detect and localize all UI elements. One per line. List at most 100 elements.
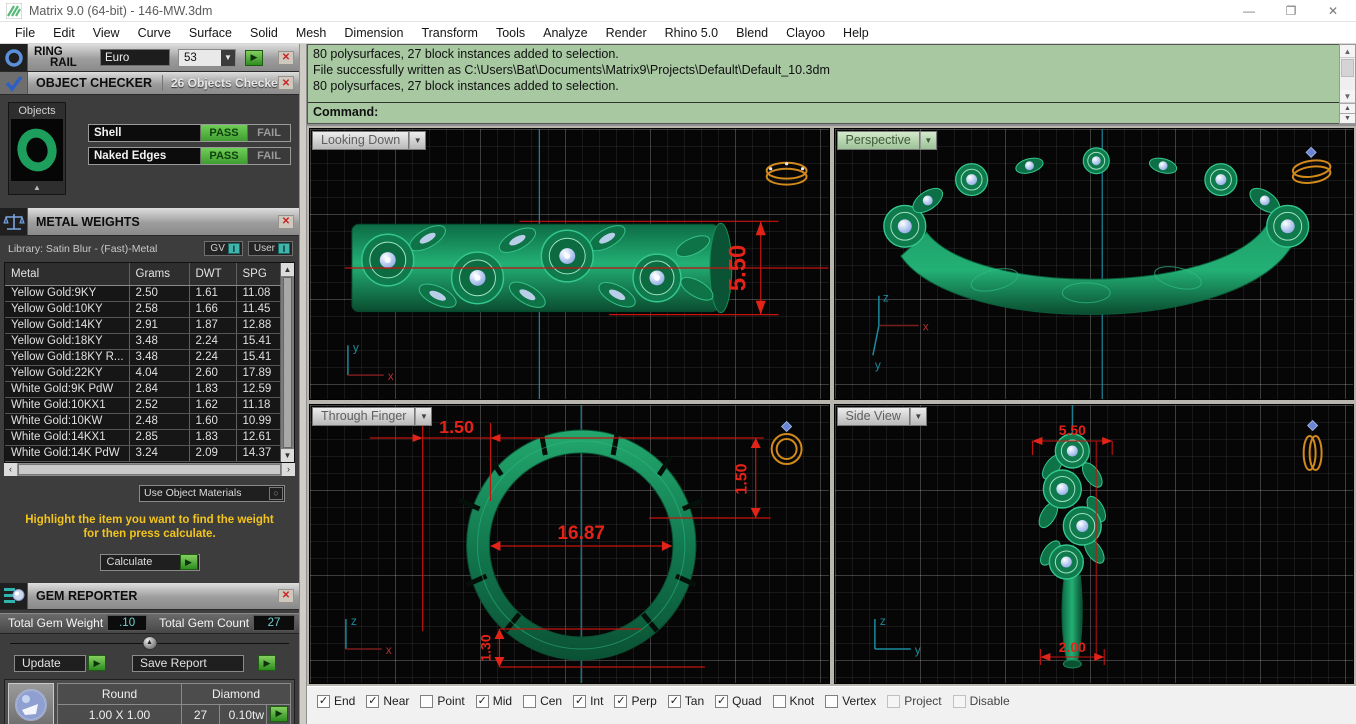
viewport-looking-down[interactable]: 5.50 y x Looking Down <box>309 128 830 400</box>
total-gem-count-value[interactable]: 27 <box>253 615 295 631</box>
ring-rail-close-icon[interactable]: ✕ <box>278 50 294 65</box>
menu-item-dimension[interactable]: Dimension <box>344 25 404 40</box>
osnap-quad[interactable]: ✓ Quad <box>715 694 762 708</box>
osnap-int[interactable]: ✓ Int <box>573 694 603 708</box>
chevron-down-icon[interactable]: ▼ <box>909 407 927 426</box>
col-metal[interactable]: Metal <box>5 263 130 286</box>
ring-style-field[interactable]: Euro <box>100 49 170 66</box>
panel-splitter[interactable] <box>299 44 307 724</box>
gem-reporter-close-icon[interactable]: ✕ <box>278 588 294 603</box>
metal-row[interactable]: Yellow Gold:18KY R... 3.48 2.24 15.41 <box>5 349 281 366</box>
checkbox-icon[interactable] <box>825 694 839 708</box>
ring-3d-model[interactable] <box>882 147 1309 315</box>
gv-toggle[interactable]: GV I <box>204 241 243 256</box>
gem-thumbnail[interactable] <box>8 682 54 724</box>
ring-profile-model[interactable] <box>1035 433 1109 669</box>
save-report-button[interactable]: Save Report <box>132 654 244 672</box>
scroll-thumb[interactable] <box>283 277 292 448</box>
use-object-materials-dropdown[interactable]: Use Object Materials ○ <box>139 484 285 502</box>
col-spg[interactable]: SPG <box>236 263 281 286</box>
slider-handle[interactable]: ▲ <box>142 635 157 650</box>
menu-item-edit[interactable]: Edit <box>53 25 75 40</box>
hscroll-thumb[interactable] <box>18 463 281 475</box>
viewport-through-finger[interactable]: 1.50 1.50 16.87 1.30 z x <box>309 404 830 684</box>
metal-row[interactable]: Yellow Gold:14KY 2.91 1.87 12.88 <box>5 317 281 334</box>
checkbox-icon[interactable]: ✓ <box>475 694 489 708</box>
checkbox-icon[interactable] <box>523 694 537 708</box>
menu-item-help[interactable]: Help <box>843 25 869 40</box>
viewport-title[interactable]: Perspective <box>836 131 920 150</box>
menu-item-file[interactable]: File <box>15 25 36 40</box>
scroll-track[interactable] <box>1340 58 1355 90</box>
osnap-cen[interactable]: Cen <box>523 694 562 708</box>
osnap-vertex[interactable]: Vertex <box>825 694 876 708</box>
menu-item-analyze[interactable]: Analyze <box>543 25 588 40</box>
metal-row[interactable]: White Gold:10KW 2.48 1.60 10.99 <box>5 413 281 430</box>
checkbox-icon[interactable]: ✓ <box>317 694 330 708</box>
metal-weights-close-icon[interactable]: ✕ <box>278 214 294 229</box>
menu-item-transform[interactable]: Transform <box>421 25 478 40</box>
menu-item-mesh[interactable]: Mesh <box>295 25 327 40</box>
viewport-side-view[interactable]: 5.50 2.00 z y <box>833 404 1354 684</box>
ring-section-model[interactable] <box>458 429 704 661</box>
scroll-down-icon[interactable]: ▼ <box>1340 90 1355 103</box>
scroll-up-icon[interactable]: ▲ <box>281 263 294 276</box>
ring-rail-run-button[interactable]: ▶ <box>245 49 263 66</box>
ring-size-dropdown[interactable]: 53 ▼ <box>178 48 236 67</box>
scroll-thumb[interactable] <box>1341 59 1354 77</box>
menu-item-view[interactable]: View <box>92 25 120 40</box>
viewport-perspective[interactable]: z x y Perspective ▼ <box>833 128 1354 400</box>
checkbox-icon[interactable]: ✓ <box>715 694 729 708</box>
menu-item-render[interactable]: Render <box>605 25 647 40</box>
col-dwt[interactable]: DWT <box>189 263 237 286</box>
update-run-icon[interactable]: ▶ <box>88 655 106 671</box>
checkbox-icon[interactable]: ✓ <box>614 694 628 708</box>
osnap-tan[interactable]: ✓ Tan <box>667 694 704 708</box>
viewport-title[interactable]: Side View <box>836 407 910 426</box>
checkbox-icon[interactable] <box>772 694 786 708</box>
checkbox-icon[interactable]: ✓ <box>667 694 681 708</box>
command-scrollbar[interactable]: ▲ ▼ ▲ ▼ <box>1339 44 1356 124</box>
menu-item-rhino-5-0[interactable]: Rhino 5.0 <box>664 25 719 40</box>
menu-item-tools[interactable]: Tools <box>495 25 526 40</box>
metal-table-hscrollbar[interactable]: ‹ › <box>4 462 295 476</box>
chevron-down-icon[interactable]: ▼ <box>409 131 427 150</box>
metal-row[interactable]: White Gold:9K PdW 2.84 1.83 12.59 <box>5 381 281 398</box>
viewport-title[interactable]: Looking Down <box>312 131 410 150</box>
checkbox-icon[interactable] <box>420 694 434 708</box>
osnap-mid[interactable]: ✓ Mid <box>475 694 512 708</box>
gem-panel-slider[interactable]: ▲ <box>10 635 289 650</box>
save-report-run-icon[interactable]: ▶ <box>258 655 276 671</box>
objects-thumbnail[interactable] <box>11 119 63 181</box>
viewport-label-looking-down[interactable]: Looking Down ▼ <box>312 131 427 150</box>
osnap-end[interactable]: ✓ End <box>317 694 355 708</box>
calculate-button[interactable]: Calculate ▶ <box>99 553 200 571</box>
command-history[interactable]: 80 polysurfaces, 27 block instances adde… <box>308 45 1339 103</box>
close-button[interactable]: ✕ <box>1327 3 1339 18</box>
metal-row[interactable]: Yellow Gold:9KY 2.50 1.61 11.08 <box>5 285 281 302</box>
osnap-knot[interactable]: Knot <box>772 694 814 708</box>
menu-item-surface[interactable]: Surface <box>188 25 233 40</box>
scroll-up-icon[interactable]: ▲ <box>1340 45 1355 58</box>
viewport-title[interactable]: Through Finger <box>312 407 416 426</box>
total-gem-weight-value[interactable]: .10 <box>107 615 148 631</box>
metal-row[interactable]: White Gold:14KX1 2.85 1.83 12.61 <box>5 429 281 446</box>
spinner-down-icon[interactable]: ▼ <box>1340 113 1355 123</box>
update-button[interactable]: Update <box>14 654 86 672</box>
gem-row-run-icon[interactable]: ▶ <box>270 705 288 722</box>
metal-row[interactable]: White Gold:14K PdW 3.24 2.09 14.37 <box>5 445 281 462</box>
user-toggle[interactable]: User I <box>247 241 293 256</box>
metal-row[interactable]: Yellow Gold:18KY 3.48 2.24 15.41 <box>5 333 281 350</box>
checkbox-icon[interactable]: ✓ <box>573 694 587 708</box>
minimize-button[interactable]: — <box>1243 3 1255 18</box>
chevron-down-icon[interactable]: ▼ <box>919 131 937 150</box>
metal-row[interactable]: White Gold:10KX1 2.52 1.62 11.18 <box>5 397 281 414</box>
viewport-label-perspective[interactable]: Perspective ▼ <box>836 131 937 150</box>
viewport-label-through-finger[interactable]: Through Finger ▼ <box>312 407 433 426</box>
ring-band-model[interactable] <box>351 221 733 314</box>
objects-expand-icon[interactable]: ▲ <box>33 183 41 192</box>
checkbox-icon[interactable]: ✓ <box>366 694 380 708</box>
materials-option-icon[interactable]: ○ <box>269 486 283 500</box>
scroll-right-icon[interactable]: › <box>282 462 295 476</box>
osnap-point[interactable]: Point <box>420 694 465 708</box>
